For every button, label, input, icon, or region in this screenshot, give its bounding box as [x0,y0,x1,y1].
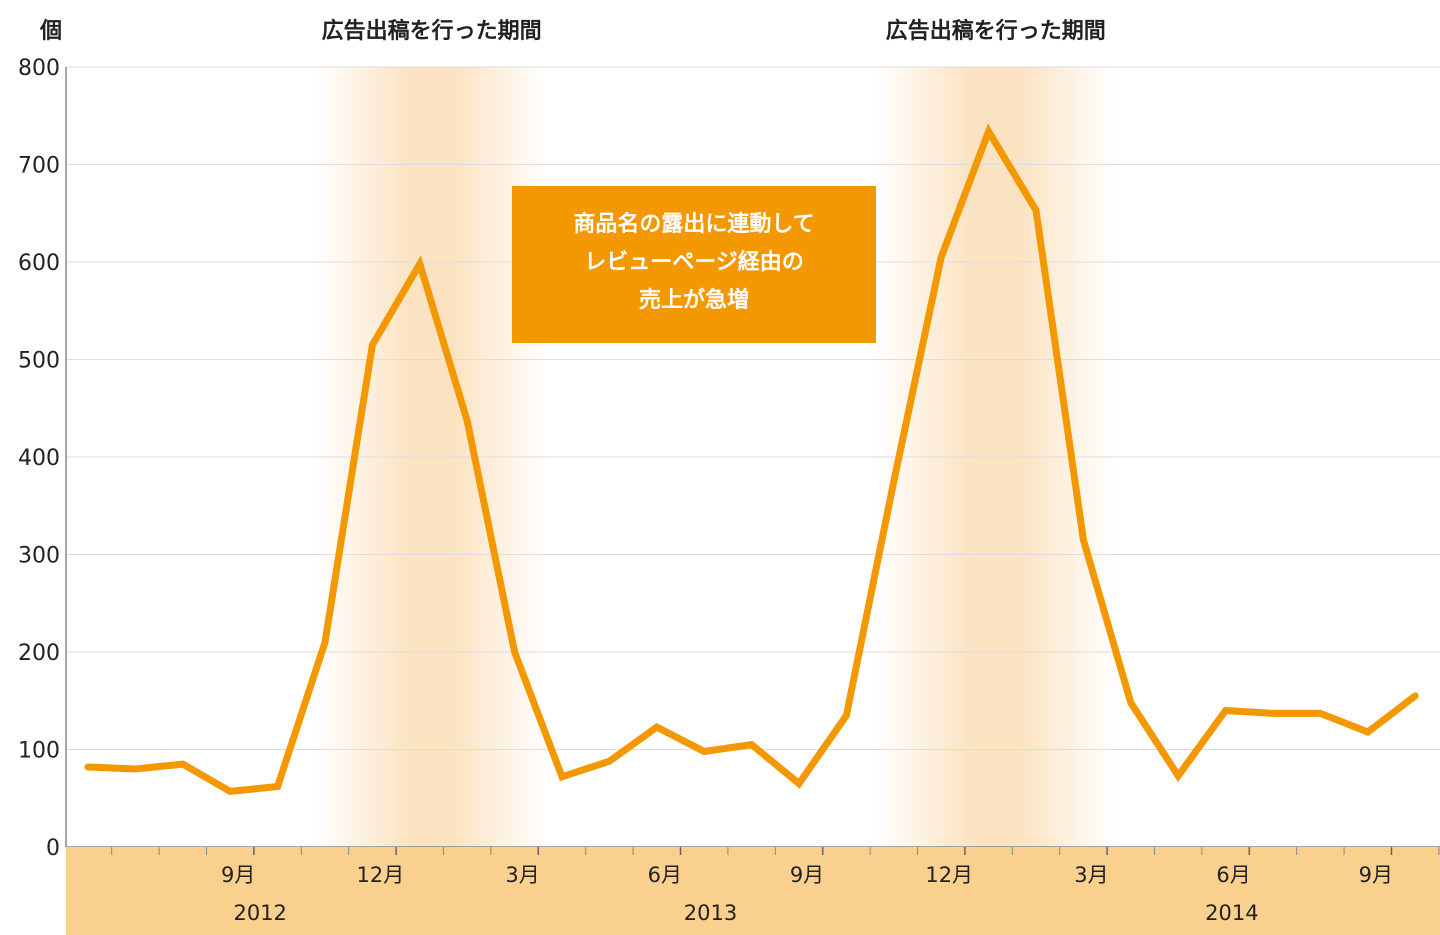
highlight-band-label-1: 広告出稿を行った期間 [322,18,542,44]
x-tick-label: 3月 [1074,863,1108,887]
series-line [84,123,1419,795]
x-year-label: 2014 [1205,901,1258,925]
x-year-label: 2012 [233,901,286,925]
x-tick-label: 6月 [1216,863,1250,887]
highlight-band-label-2: 広告出稿を行った期間 [886,18,1106,44]
annotation-line-3: 売上が急増 [638,288,749,313]
x-tick-label: 12月 [357,863,405,887]
annotation-callout: 商品名の露出に連動して レビューページ経由の 売上が急増 [512,186,876,343]
x-axis-ticks: 9月 12月 3月 6月 9月 12月 3月 6月 9月 2012 2013 2014 [111,847,1440,925]
x-tick-label: 3月 [505,863,539,887]
y-tick-label: 600 [18,251,60,276]
y-tick-label: 300 [18,544,60,569]
x-tick-label: 9月 [1359,863,1393,887]
x-tick-label: 9月 [790,863,824,887]
y-tick-label: 700 [18,154,60,179]
x-year-label: 2013 [684,901,737,925]
y-tick-label: 400 [18,446,60,471]
y-tick-label: 100 [18,739,60,764]
annotation-line-2: レビューページ経由の [584,250,804,275]
y-axis-labels: 0 100 200 300 400 500 600 700 800 [18,56,60,861]
highlight-band-labels: 広告出稿を行った期間 広告出稿を行った期間 [322,18,1106,44]
y-tick-label: 200 [18,641,60,666]
x-tick-label: 12月 [925,863,973,887]
x-tick-label: 9月 [221,863,255,887]
x-tick-label: 6月 [648,863,682,887]
y-tick-label: 500 [18,349,60,374]
y-tick-label: 800 [18,56,60,81]
gridlines [65,66,1440,848]
x-axis-band [66,847,1440,935]
y-tick-label: 0 [46,836,60,861]
y-axis-unit: 個 [39,19,62,44]
annotation-line-1: 商品名の露出に連動して [573,212,815,237]
